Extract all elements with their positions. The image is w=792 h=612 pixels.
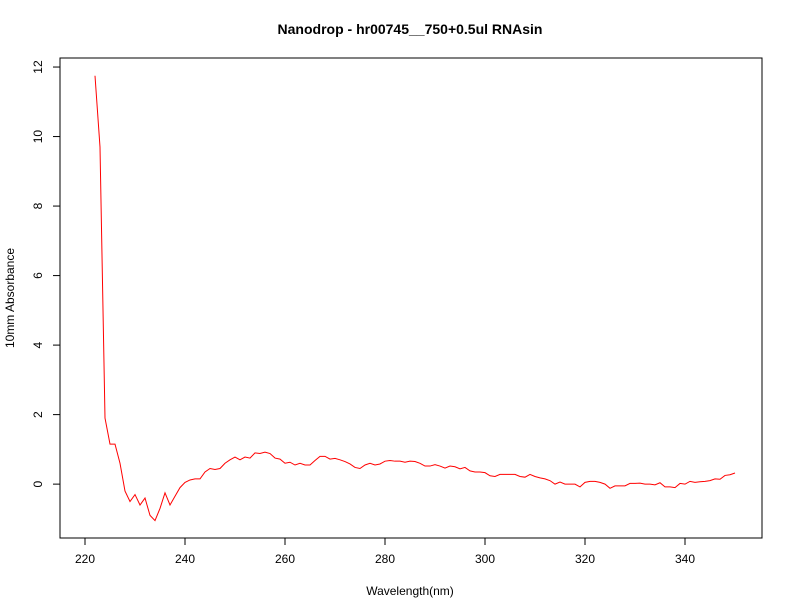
- y-tick-label: 8: [31, 202, 45, 209]
- y-tick-label: 4: [31, 341, 45, 348]
- x-tick-label: 240: [175, 552, 195, 566]
- x-tick-label: 340: [675, 552, 695, 566]
- y-axis-label: 10mm Absorbance: [3, 248, 17, 348]
- x-tick-label: 280: [375, 552, 395, 566]
- plot-frame: [59, 57, 763, 539]
- x-tick-label: 260: [275, 552, 295, 566]
- y-tick-label: 6: [31, 272, 45, 279]
- x-tick-label: 300: [475, 552, 495, 566]
- y-tick-label: 10: [31, 130, 45, 144]
- x-tick-label: 320: [575, 552, 595, 566]
- y-tick-label: 12: [31, 60, 45, 74]
- y-tick-label: 0: [31, 480, 45, 487]
- y-tick-label: 2: [31, 411, 45, 418]
- x-axis-label: Wavelength(nm): [366, 584, 454, 598]
- data-line: [94, 75, 736, 522]
- x-tick-label: 220: [75, 552, 95, 566]
- chart-title: Nanodrop - hr00745__750+0.5ul RNAsin: [278, 21, 543, 37]
